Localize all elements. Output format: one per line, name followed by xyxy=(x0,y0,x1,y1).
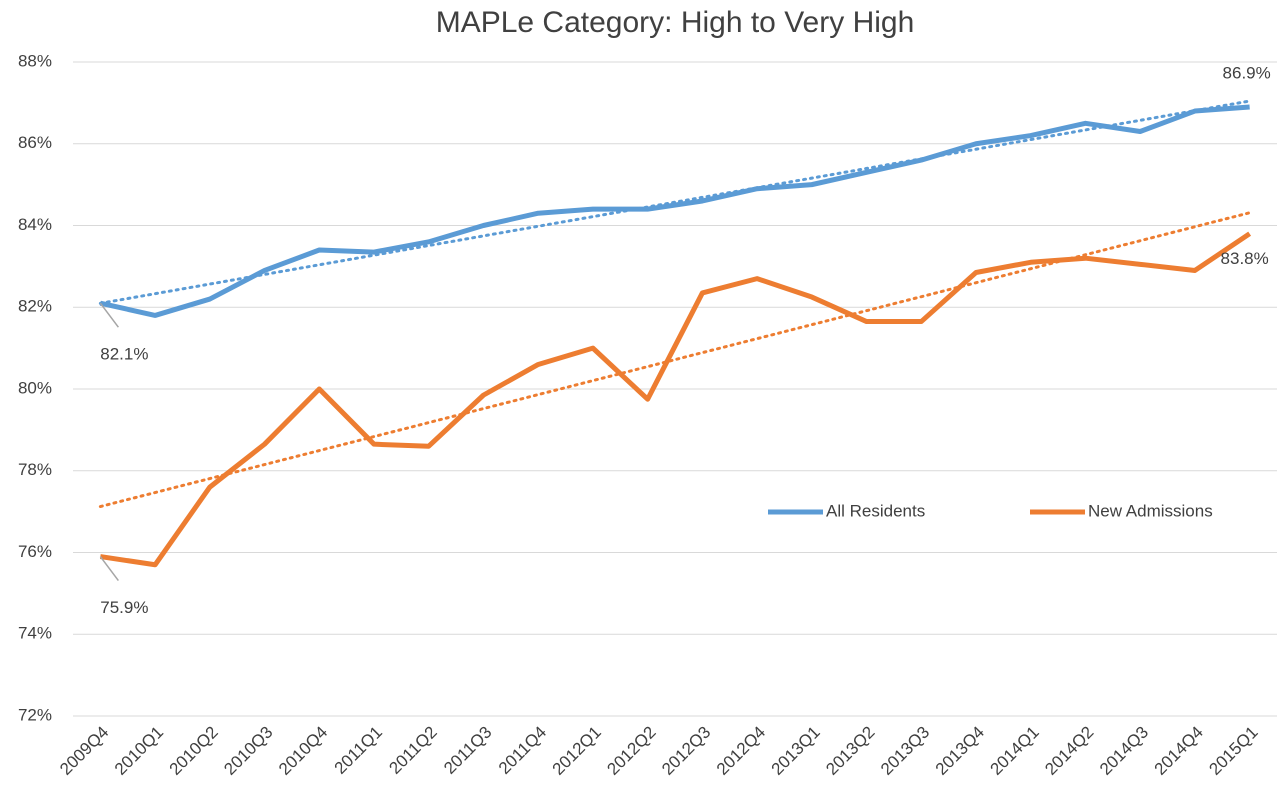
y-tick-label: 78% xyxy=(18,460,52,479)
y-tick-label: 80% xyxy=(18,378,52,397)
x-tick-label: 2013Q1 xyxy=(768,723,824,779)
data-label: 82.1% xyxy=(100,345,148,364)
x-tick-label: 2010Q3 xyxy=(220,723,276,779)
y-tick-label: 74% xyxy=(18,624,52,643)
chart-title: MAPLe Category: High to Very High xyxy=(436,6,915,39)
y-tick-label: 88% xyxy=(18,51,52,70)
y-tick-label: 86% xyxy=(18,133,52,152)
data-label: 83.8% xyxy=(1221,249,1269,268)
x-tick-label: 2012Q3 xyxy=(658,723,714,779)
x-tick-label: 2015Q1 xyxy=(1205,723,1261,779)
y-tick-label: 82% xyxy=(18,297,52,316)
x-tick-label: 2011Q4 xyxy=(495,723,550,778)
trendline xyxy=(98,99,1252,305)
x-tick-label: 2013Q3 xyxy=(877,723,933,779)
x-tick-label: 2012Q2 xyxy=(603,723,659,779)
x-tick-label: 2014Q2 xyxy=(1041,723,1097,779)
x-tick-label: 2009Q4 xyxy=(56,723,112,779)
leader-line xyxy=(99,556,119,582)
x-tick-label: 2010Q4 xyxy=(275,723,331,779)
series-line xyxy=(99,231,1252,568)
x-tick-label: 2014Q4 xyxy=(1151,723,1207,779)
x-tick-label: 2012Q4 xyxy=(713,723,769,779)
x-tick-label: 2014Q3 xyxy=(1096,723,1152,779)
legend-label: New Admissions xyxy=(1088,501,1213,520)
legend-label: All Residents xyxy=(826,501,925,520)
x-tick-label: 2011Q2 xyxy=(385,723,440,778)
y-tick-label: 72% xyxy=(18,705,52,724)
x-tick-label: 2014Q1 xyxy=(987,723,1043,779)
x-tick-label: 2011Q1 xyxy=(331,723,386,778)
x-tick-label: 2013Q2 xyxy=(822,723,878,779)
x-tick-label: 2012Q1 xyxy=(549,723,605,779)
x-tick-label: 2011Q3 xyxy=(440,723,495,778)
y-tick-label: 76% xyxy=(18,542,52,561)
x-tick-label: 2013Q4 xyxy=(932,723,988,779)
x-tick-label: 2010Q2 xyxy=(166,723,222,779)
series-line xyxy=(99,104,1250,318)
data-label: 75.9% xyxy=(100,598,148,617)
x-tick-label: 2010Q1 xyxy=(111,723,167,779)
data-label: 86.9% xyxy=(1223,63,1271,82)
y-tick-label: 84% xyxy=(18,215,52,234)
leader-line xyxy=(99,302,119,328)
